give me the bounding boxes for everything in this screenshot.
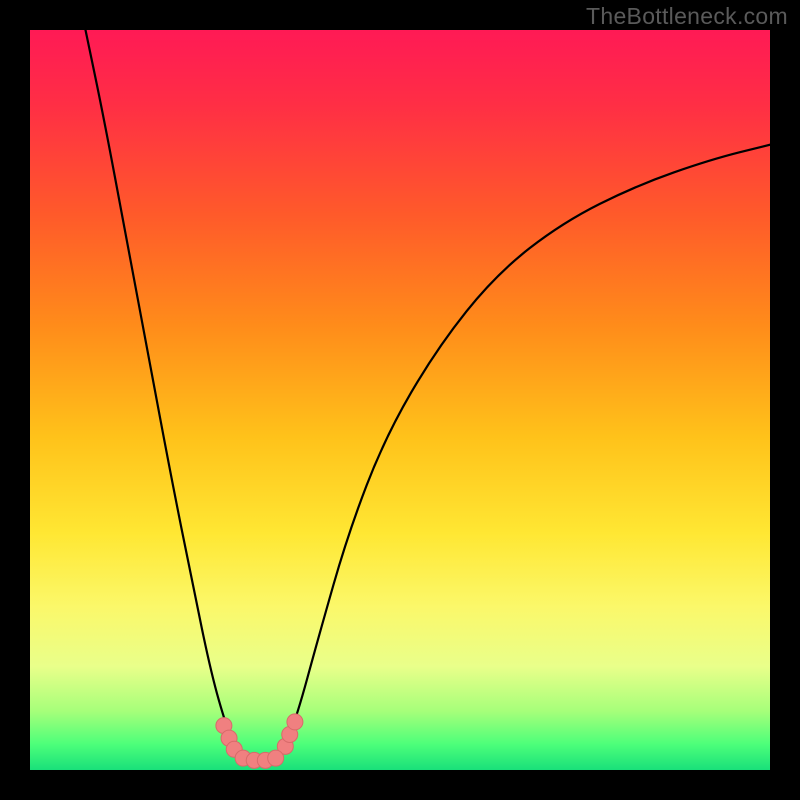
plot-area [30, 30, 770, 770]
marker-dot [287, 714, 303, 730]
curve-layer [30, 30, 770, 770]
chart-frame: TheBottleneck.com [0, 0, 800, 800]
curve-left [86, 30, 238, 754]
curve-right [282, 145, 770, 754]
marker-layer [216, 714, 303, 768]
watermark-text: TheBottleneck.com [586, 3, 788, 30]
marker-dot [268, 750, 284, 766]
